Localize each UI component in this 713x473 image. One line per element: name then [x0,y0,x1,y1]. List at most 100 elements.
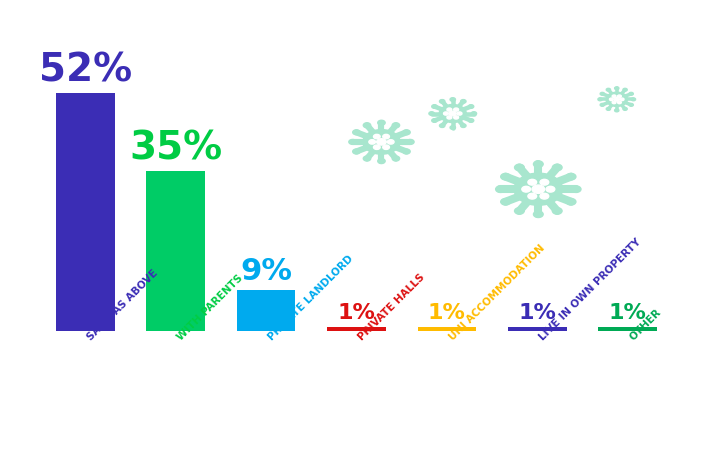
Circle shape [617,101,621,104]
Circle shape [606,92,627,106]
Circle shape [471,112,476,115]
Circle shape [364,123,371,128]
Circle shape [392,123,399,128]
Circle shape [447,116,452,119]
Circle shape [528,193,537,199]
Circle shape [450,126,456,129]
Circle shape [533,211,543,218]
Text: OTHER: OTHER [627,307,663,343]
Circle shape [461,124,466,127]
Circle shape [376,139,386,145]
Text: 1%: 1% [609,303,647,323]
Text: LIVE IN OWN PROPERTY: LIVE IN OWN PROPERTY [538,237,643,343]
Circle shape [387,140,394,144]
Circle shape [606,107,610,110]
Circle shape [629,92,633,95]
Circle shape [501,174,511,180]
Circle shape [540,193,549,199]
Circle shape [515,164,524,171]
Circle shape [378,158,385,164]
Circle shape [449,111,456,116]
Bar [327,326,386,331]
Circle shape [571,186,581,193]
Bar [508,326,567,331]
Circle shape [566,174,576,180]
Circle shape [522,186,530,192]
Circle shape [447,108,452,111]
Circle shape [612,95,616,97]
Circle shape [540,179,549,185]
Text: 1%: 1% [518,303,556,323]
Circle shape [468,119,473,123]
Circle shape [598,98,602,101]
Circle shape [429,112,434,115]
Circle shape [432,119,437,123]
Text: 52%: 52% [39,52,132,89]
Text: PRIVATE HALLS: PRIVATE HALLS [356,272,427,343]
Circle shape [629,104,633,106]
Circle shape [378,120,385,125]
Circle shape [406,140,414,144]
Text: WITH PARENTS: WITH PARENTS [175,273,245,343]
Circle shape [439,124,445,127]
Circle shape [403,130,410,135]
Circle shape [383,134,389,139]
Circle shape [515,208,524,214]
Circle shape [392,156,399,161]
Circle shape [403,149,410,154]
Text: PRIVATE LANDLORD: PRIVATE LANDLORD [266,254,355,343]
Circle shape [349,140,356,144]
Circle shape [546,186,555,192]
Bar [56,93,115,331]
Circle shape [514,173,563,205]
Circle shape [615,109,619,112]
Bar [237,290,295,331]
Circle shape [533,161,543,167]
Circle shape [453,116,458,119]
Circle shape [614,97,620,101]
Circle shape [374,145,380,149]
Circle shape [631,98,635,101]
Circle shape [612,101,616,104]
Bar [146,171,205,331]
Circle shape [532,185,545,193]
Text: 35%: 35% [129,129,222,167]
Circle shape [615,87,619,90]
Circle shape [553,208,562,214]
Circle shape [496,186,506,193]
Circle shape [610,98,613,101]
Circle shape [600,104,605,106]
Text: UNI ACCOMMODATION: UNI ACCOMMODATION [447,244,546,343]
Circle shape [353,130,360,135]
Circle shape [623,107,627,110]
Circle shape [566,199,576,205]
Circle shape [468,105,473,108]
Circle shape [443,112,448,115]
Bar [598,326,657,331]
Text: SAME AS ABOVE: SAME AS ABOVE [86,268,160,343]
Circle shape [617,95,621,97]
Text: 9%: 9% [240,257,292,286]
Circle shape [363,130,400,154]
Circle shape [457,112,462,115]
Circle shape [501,199,511,205]
Circle shape [364,156,371,161]
Circle shape [600,92,605,95]
Circle shape [439,100,445,103]
Text: 1%: 1% [428,303,466,323]
Circle shape [461,100,466,103]
Circle shape [383,145,389,149]
Circle shape [606,88,610,91]
Circle shape [439,105,466,123]
Circle shape [432,105,437,108]
Circle shape [353,149,360,154]
Circle shape [450,98,456,101]
Circle shape [528,179,537,185]
Circle shape [620,98,624,101]
Circle shape [374,134,380,139]
Circle shape [453,108,458,111]
Bar [418,326,476,331]
Circle shape [553,164,562,171]
Circle shape [623,88,627,91]
Text: 1%: 1% [337,303,376,323]
